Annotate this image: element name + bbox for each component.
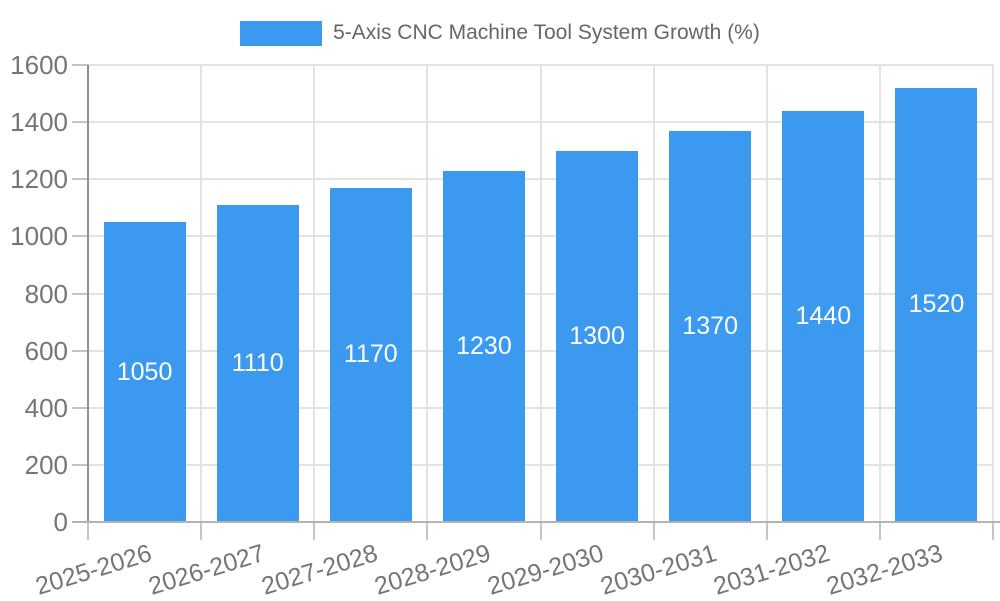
bar-value-label: 1520 bbox=[908, 290, 965, 319]
bar[interactable]: 1170 bbox=[329, 187, 412, 522]
gridline bbox=[539, 65, 542, 522]
x-tick-mark bbox=[200, 522, 203, 540]
x-tick-label: 2028-2029 bbox=[371, 539, 494, 601]
y-tick-mark bbox=[72, 463, 88, 466]
y-tick-label: 800 bbox=[24, 278, 68, 309]
y-tick-mark bbox=[72, 121, 88, 124]
gridline bbox=[426, 65, 429, 522]
bar[interactable]: 1370 bbox=[669, 130, 752, 522]
y-tick-label: 1000 bbox=[10, 221, 68, 252]
y-tick-mark bbox=[72, 406, 88, 409]
bar[interactable]: 1230 bbox=[442, 170, 525, 522]
bar[interactable]: 1520 bbox=[895, 87, 978, 522]
bar[interactable]: 1300 bbox=[556, 150, 639, 522]
y-tick-label: 1200 bbox=[10, 164, 68, 195]
bar[interactable]: 1050 bbox=[103, 222, 186, 522]
legend-swatch bbox=[240, 20, 323, 46]
y-tick-label: 200 bbox=[24, 449, 68, 480]
y-tick-label: 0 bbox=[53, 507, 68, 537]
gridline bbox=[765, 65, 768, 522]
gridline bbox=[878, 65, 881, 522]
x-tick-mark bbox=[426, 522, 429, 540]
bar-value-label: 1170 bbox=[343, 340, 398, 369]
gridline bbox=[652, 65, 655, 522]
x-tick-label: 2030-2031 bbox=[597, 539, 721, 601]
bar[interactable]: 1440 bbox=[782, 110, 865, 522]
x-tick-mark bbox=[313, 522, 316, 540]
x-tick-label: 2032-2033 bbox=[823, 539, 947, 601]
y-tick-mark bbox=[72, 235, 88, 238]
bar-value-label: 1440 bbox=[795, 301, 852, 330]
x-tick-mark bbox=[87, 522, 89, 540]
gridline bbox=[992, 65, 994, 522]
x-tick-label: 2027-2028 bbox=[258, 539, 381, 601]
y-tick-mark bbox=[72, 64, 88, 66]
x-tick-mark bbox=[652, 522, 655, 540]
y-tick-label: 1400 bbox=[10, 107, 68, 138]
bar-value-label: 1370 bbox=[682, 311, 738, 340]
bar[interactable]: 1110 bbox=[216, 204, 299, 522]
y-tick-mark bbox=[72, 178, 88, 181]
x-tick-mark bbox=[539, 522, 542, 540]
x-tick-label: 2025-2026 bbox=[31, 539, 155, 601]
gridline bbox=[313, 65, 316, 522]
y-tick-mark bbox=[72, 349, 88, 352]
y-tick-label: 400 bbox=[24, 392, 68, 423]
y-tick-label: 600 bbox=[24, 335, 68, 366]
x-axis-line bbox=[72, 521, 1000, 523]
gridline bbox=[200, 65, 203, 522]
bar-value-label: 1230 bbox=[456, 331, 512, 360]
x-tick-mark bbox=[765, 522, 768, 540]
x-tick-label: 2026-2027 bbox=[145, 539, 268, 601]
legend-label: 5-Axis CNC Machine Tool System Growth (%… bbox=[333, 21, 760, 44]
x-tick-mark bbox=[878, 522, 881, 540]
bar-value-label: 1050 bbox=[116, 357, 173, 386]
bar-value-label: 1110 bbox=[231, 348, 284, 377]
legend[interactable]: 5-Axis CNC Machine Tool System Growth (%… bbox=[0, 20, 1000, 46]
plot-area: 1050 1110 1170 1230 1300 1370 1440 1520 bbox=[72, 64, 1000, 540]
y-tick-mark bbox=[72, 292, 88, 295]
y-tick-label: 1600 bbox=[10, 50, 68, 80]
x-tick-mark bbox=[992, 522, 994, 540]
x-tick-label: 2031-2032 bbox=[710, 539, 834, 601]
y-axis-line bbox=[87, 65, 89, 522]
x-tick-label: 2029-2030 bbox=[484, 539, 607, 601]
bar-value-label: 1300 bbox=[569, 321, 625, 350]
